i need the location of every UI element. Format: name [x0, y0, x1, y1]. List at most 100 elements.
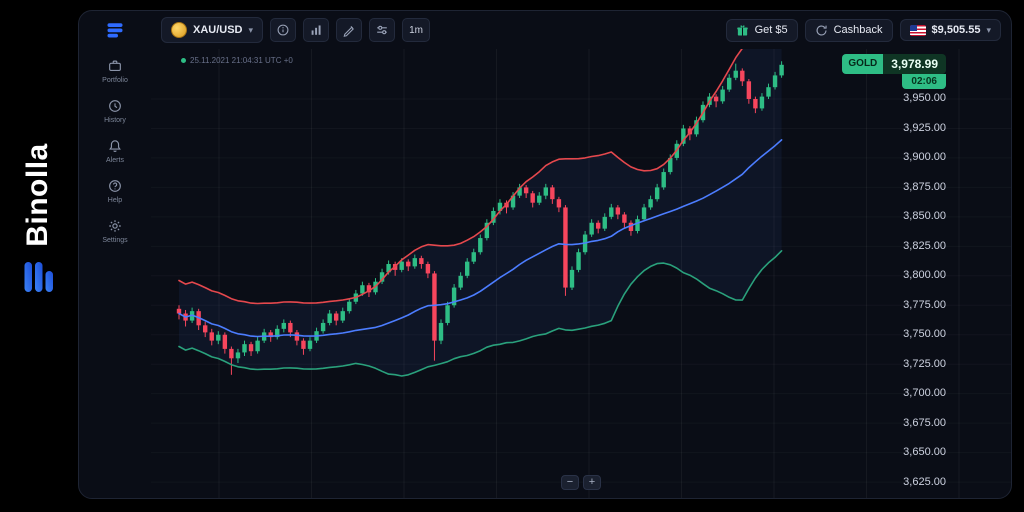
price-axis-label: 3,650.00	[903, 446, 946, 459]
candle-body	[478, 238, 483, 253]
candle-body	[602, 216, 607, 229]
candle-body	[523, 187, 529, 194]
candle-body	[229, 348, 234, 359]
sidebar-item-label: Alerts	[106, 157, 124, 164]
chart-timestamp: 25.11.2021 21:04:31 UTC +0	[181, 56, 293, 65]
candle-body	[307, 340, 313, 349]
zoom-out-button[interactable]: −	[561, 475, 579, 490]
zoom-controls: − +	[561, 475, 601, 490]
info-button[interactable]	[270, 18, 297, 42]
main-panel: XAU/USD ▾	[151, 11, 1011, 498]
help-icon	[109, 180, 121, 192]
asset-selector[interactable]: XAU/USD ▾	[161, 17, 264, 43]
get-bonus-button[interactable]: Get $5	[725, 18, 798, 42]
price-axis-label: 3,775.00	[903, 298, 946, 311]
price-axis-label: 3,875.00	[903, 180, 946, 193]
candle-body	[235, 352, 241, 359]
price-axis-label: 3,925.00	[903, 121, 946, 134]
candle-body	[484, 222, 490, 239]
sidebar-item-label: Settings	[102, 237, 128, 244]
candle-body	[733, 70, 738, 78]
price-axis-label: 3,675.00	[903, 416, 946, 429]
cashback-button[interactable]: Cashback	[804, 18, 893, 42]
gift-icon	[736, 24, 748, 36]
balance-amount: $9,505.55	[931, 24, 981, 36]
ticker-price: 3,978.99	[883, 53, 946, 74]
indicators-button[interactable]	[303, 18, 330, 42]
price-axis-label: 3,625.00	[903, 475, 946, 488]
balance-selector[interactable]: $9,505.55 ▾	[899, 19, 1001, 41]
brand-logo: Binolla	[18, 104, 58, 334]
candle-body	[569, 269, 575, 288]
candle-body	[216, 334, 221, 341]
asset-label: XAU/USD	[193, 24, 243, 36]
timeframe-button[interactable]: 1m	[402, 18, 431, 42]
candle-body	[301, 340, 306, 349]
chart-settings-button[interactable]	[369, 18, 396, 42]
bollinger-middle-line	[178, 139, 783, 338]
candle-body	[746, 81, 752, 99]
binolla-logo-icon	[24, 261, 53, 292]
sidebar-item-label: Help	[107, 197, 123, 204]
pencil-icon	[343, 25, 354, 37]
price-axis-label: 3,900.00	[903, 151, 946, 164]
candle-body	[740, 70, 745, 82]
candle-body	[425, 264, 431, 274]
candle-body	[471, 252, 476, 262]
price-axis-label: 3,700.00	[903, 387, 946, 400]
candle-body	[176, 308, 182, 314]
price-axis-label: 3,950.00	[903, 92, 946, 105]
portfolio-icon	[109, 60, 121, 72]
get-bonus-label: Get $5	[754, 24, 788, 36]
candle-body	[399, 261, 404, 270]
candle-body	[622, 214, 627, 223]
zoom-in-button[interactable]: +	[583, 475, 601, 490]
candle-body	[209, 332, 214, 341]
ticker-countdown: 02:06	[902, 73, 946, 89]
sliders-icon	[377, 25, 387, 35]
candle-body	[340, 311, 345, 321]
candle-body	[772, 75, 778, 88]
price-axis-label: 3,850.00	[903, 210, 946, 223]
topbar: XAU/USD ▾	[151, 11, 1011, 49]
sidebar-item-settings[interactable]: Settings	[79, 211, 151, 251]
candle-body	[451, 287, 457, 306]
brand-strip: Binolla	[0, 0, 78, 512]
price-axis-label: 3,800.00	[903, 269, 946, 282]
candle-body	[438, 322, 444, 341]
sidebar-item-history[interactable]: History	[79, 91, 151, 131]
info-icon	[277, 24, 289, 36]
candle-body	[497, 202, 503, 211]
sidebar-item-alerts[interactable]: Alerts	[79, 131, 151, 171]
candle-body	[556, 199, 562, 208]
candle-body	[327, 313, 332, 323]
candle-body	[779, 64, 784, 76]
binolla-logo-icon-small	[107, 23, 123, 38]
candle-body	[386, 264, 391, 273]
sidebar-item-help[interactable]: Help	[79, 171, 151, 211]
app-logo[interactable]	[106, 21, 124, 39]
candle-body	[242, 344, 247, 353]
candle-body	[320, 322, 326, 332]
candle-body	[694, 120, 699, 135]
candle-body	[360, 285, 365, 294]
current-price-ticker: GOLD 3,978.99 02:06	[842, 53, 946, 89]
chevron-down-icon: ▾	[986, 24, 991, 35]
gold-usd-pair-icon	[171, 22, 187, 38]
candle-body	[628, 222, 634, 232]
candle-body	[294, 332, 300, 341]
candle-body	[406, 261, 411, 267]
bollinger-fill	[179, 49, 782, 376]
candle-body	[543, 187, 548, 196]
live-dot-icon	[181, 58, 186, 63]
drawing-tools-button[interactable]	[336, 18, 363, 42]
chart-area[interactable]: 25.11.2021 21:04:31 UTC +0 GOLD 3,978.99…	[151, 49, 1011, 498]
candle-body	[412, 258, 417, 267]
sidebar-item-portfolio[interactable]: Portfolio	[79, 51, 151, 91]
candle-body	[445, 305, 450, 323]
chevron-down-icon: ▾	[248, 24, 254, 35]
candle-body	[281, 322, 286, 329]
candle-body	[491, 210, 496, 223]
candle-body	[288, 322, 293, 333]
candle-body	[203, 325, 208, 333]
